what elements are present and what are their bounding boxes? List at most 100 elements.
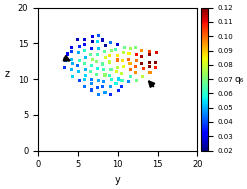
Point	[101, 63, 105, 66]
Point	[76, 64, 80, 67]
Point	[96, 53, 100, 56]
Point	[97, 34, 101, 37]
Point	[78, 79, 82, 82]
Point	[83, 62, 87, 65]
Point	[140, 55, 144, 58]
Point	[114, 48, 118, 51]
Point	[109, 68, 113, 71]
Point	[122, 65, 126, 68]
Point	[88, 70, 92, 73]
Point	[116, 43, 120, 46]
Point	[101, 39, 105, 42]
Point	[83, 85, 87, 88]
Point	[69, 46, 73, 49]
Point	[102, 80, 105, 83]
Point	[97, 47, 101, 50]
Point	[129, 47, 133, 50]
Point	[140, 75, 144, 78]
Point	[140, 49, 144, 52]
Point	[83, 68, 87, 71]
Point	[78, 59, 82, 62]
Point	[108, 60, 112, 64]
Point	[101, 85, 105, 88]
Point	[116, 77, 120, 81]
Point	[90, 35, 94, 38]
Point	[109, 78, 113, 81]
Point	[120, 85, 124, 88]
Point	[133, 65, 137, 68]
Point	[108, 54, 112, 57]
Point	[134, 71, 138, 74]
Point	[101, 68, 105, 71]
Point	[148, 71, 152, 74]
Point	[84, 74, 88, 77]
Point	[103, 74, 107, 77]
Point	[70, 50, 74, 53]
Point	[128, 68, 132, 71]
Point	[109, 85, 113, 88]
Point	[103, 91, 107, 94]
Point	[154, 66, 158, 69]
Point	[103, 56, 107, 59]
Point	[135, 53, 139, 56]
Point	[63, 66, 67, 69]
Point	[135, 79, 139, 82]
Point	[147, 65, 151, 68]
Point	[115, 59, 119, 62]
Point	[95, 60, 99, 63]
Point	[83, 49, 87, 52]
Point	[128, 62, 132, 65]
Point	[115, 70, 119, 73]
Point	[120, 72, 124, 75]
Point	[108, 93, 112, 96]
Point	[64, 59, 68, 62]
Point	[83, 78, 87, 81]
Point	[155, 51, 159, 54]
Point	[82, 38, 86, 41]
Point	[120, 59, 124, 62]
Point	[116, 66, 120, 69]
Point	[147, 53, 151, 56]
Point	[95, 67, 99, 70]
Point	[103, 50, 106, 53]
Point	[110, 49, 114, 52]
Y-axis label: z: z	[4, 69, 9, 79]
Point	[97, 79, 101, 82]
Point	[83, 43, 87, 46]
Point	[142, 67, 146, 70]
Point	[154, 61, 158, 64]
Point	[147, 61, 151, 64]
Y-axis label: q₆: q₆	[234, 75, 244, 84]
Point	[139, 62, 143, 65]
Point	[122, 51, 125, 54]
Point	[97, 93, 101, 96]
Point	[70, 58, 74, 61]
Point	[115, 54, 119, 57]
Point	[133, 46, 137, 49]
Point	[90, 82, 94, 85]
Point	[65, 53, 69, 56]
Point	[77, 51, 81, 54]
Point	[76, 38, 80, 41]
Point	[103, 44, 107, 47]
Point	[89, 64, 93, 67]
Point	[126, 80, 130, 83]
Point	[114, 81, 118, 84]
Point	[96, 40, 100, 43]
Point	[71, 62, 75, 65]
Point	[91, 58, 95, 61]
Point	[70, 68, 74, 71]
Point	[83, 56, 87, 59]
Point	[89, 78, 93, 81]
Point	[107, 74, 111, 77]
Point	[95, 73, 99, 76]
Point	[123, 46, 127, 49]
Point	[134, 59, 138, 62]
Point	[126, 58, 130, 61]
Point	[91, 40, 95, 43]
X-axis label: y: y	[115, 175, 121, 185]
Point	[89, 88, 93, 91]
Point	[120, 79, 124, 82]
Point	[116, 89, 120, 92]
Point	[90, 47, 94, 50]
